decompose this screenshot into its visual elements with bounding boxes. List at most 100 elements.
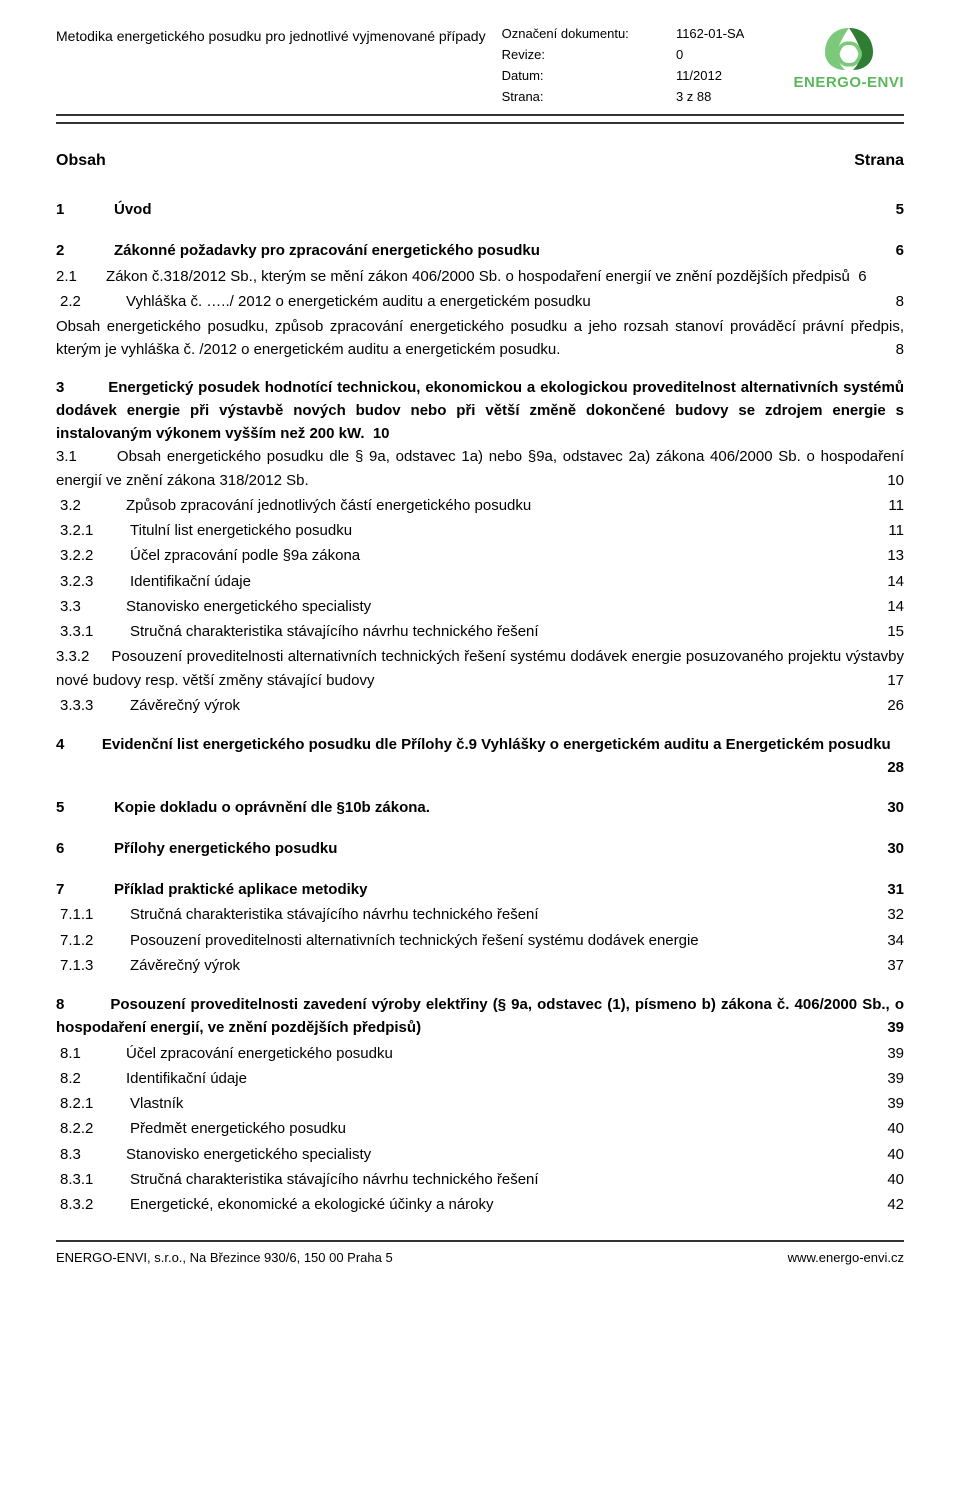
meta-value-strana: 3 z 88 bbox=[676, 89, 778, 104]
toc-page: 13 bbox=[874, 544, 904, 567]
toc-page: 40 bbox=[874, 1168, 904, 1191]
toc: 1 Úvod 5 2 Zákonné požadavky pro zpracov… bbox=[56, 198, 904, 1216]
toc-num: 8.3.1 bbox=[56, 1168, 116, 1191]
toc-num: 1 bbox=[56, 198, 100, 221]
toc-text: Vyhláška č. …../ 2012 o energetickém aud… bbox=[126, 290, 860, 313]
toc-entry: 3.2.2 Účel zpracování podle §9a zákona 1… bbox=[56, 544, 904, 567]
toc-page: 30 bbox=[874, 837, 904, 860]
toc-text: Závěrečný výrok bbox=[130, 954, 860, 977]
toc-entry: 2 Zákonné požadavky pro zpracování energ… bbox=[56, 239, 904, 262]
page-header: Metodika energetického posudku pro jedno… bbox=[56, 24, 904, 104]
toc-num: 7.1.2 bbox=[56, 929, 116, 952]
meta-value-revize: 0 bbox=[676, 47, 778, 62]
toc-entry: 8.2 Identifikační údaje 39 bbox=[56, 1067, 904, 1090]
toc-num: 3.2 bbox=[56, 494, 112, 517]
toc-text: Kopie dokladu o oprávnění dle §10b zákon… bbox=[114, 796, 860, 819]
footer-left: ENERGO-ENVI, s.r.o., Na Březince 930/6, … bbox=[56, 1250, 393, 1265]
toc-text: Účel zpracování energetického posudku bbox=[126, 1042, 860, 1065]
toc-entry: 7.1.1 Stručná charakteristika stávajícíh… bbox=[56, 903, 904, 926]
toc-text: Stručná charakteristika stávajícího návr… bbox=[130, 1168, 860, 1191]
toc-num: 3.3.3 bbox=[56, 694, 116, 717]
toc-entry-wrapped: 3 Energetický posudek hodnotící technick… bbox=[56, 376, 904, 446]
toc-entry: 7.1.3 Závěrečný výrok 37 bbox=[56, 954, 904, 977]
toc-text: Evidenční list energetického posudku dle… bbox=[102, 736, 891, 753]
toc-entry-wrapped: 3.1 Obsah energetického posudku dle § 9a… bbox=[56, 445, 904, 492]
toc-entry: 3.2.3 Identifikační údaje 14 bbox=[56, 570, 904, 593]
toc-entry: 8.1 Účel zpracování energetického posudk… bbox=[56, 1042, 904, 1065]
toc-page: 34 bbox=[874, 929, 904, 952]
toc-text: Stanovisko energetického specialisty bbox=[126, 595, 860, 618]
toc-entry: 3.3.1 Stručná charakteristika stávajícíh… bbox=[56, 620, 904, 643]
toc-num: 3.3 bbox=[56, 595, 112, 618]
toc-num: 3 bbox=[56, 379, 64, 396]
toc-text: Energetický posudek hodnotící technickou… bbox=[56, 379, 904, 443]
toc-num: 3.2.3 bbox=[56, 570, 116, 593]
toc-text: Zákonné požadavky pro zpracování energet… bbox=[114, 239, 860, 262]
toc-num: 2.1 bbox=[56, 268, 77, 285]
toc-page: 39 bbox=[874, 1042, 904, 1065]
toc-page: 37 bbox=[874, 954, 904, 977]
toc-num: 8.1 bbox=[56, 1042, 112, 1065]
toc-num: 8 bbox=[56, 996, 64, 1013]
toc-text: Přílohy energetického posudku bbox=[114, 837, 860, 860]
meta-label-strana: Strana: bbox=[502, 89, 662, 104]
toc-num: 3.2.1 bbox=[56, 519, 116, 542]
toc-page: 39 bbox=[887, 1016, 904, 1039]
toc-page: 32 bbox=[874, 903, 904, 926]
toc-text: Vlastník bbox=[130, 1092, 860, 1115]
toc-page: 42 bbox=[874, 1193, 904, 1216]
brand-name: ENERGO-ENVI bbox=[793, 74, 904, 91]
toc-page: 14 bbox=[874, 595, 904, 618]
toc-num: 7 bbox=[56, 878, 100, 901]
footer-right: www.energo-envi.cz bbox=[788, 1250, 904, 1265]
doc-title: Metodika energetického posudku pro jedno… bbox=[56, 24, 486, 44]
toc-page: 8 bbox=[874, 290, 904, 313]
toc-text: Závěrečný výrok bbox=[130, 694, 860, 717]
toc-text: Posouzení proveditelnosti alternativních… bbox=[56, 648, 904, 688]
meta-label-oznaceni: Označení dokumentu: bbox=[502, 26, 662, 41]
meta-label-datum: Datum: bbox=[502, 68, 662, 83]
toc-page: 14 bbox=[874, 570, 904, 593]
toc-entry: 2.2 Vyhláška č. …../ 2012 o energetickém… bbox=[56, 290, 904, 313]
toc-page: 6 bbox=[858, 268, 866, 285]
toc-text: Titulní list energetického posudku bbox=[130, 519, 860, 542]
toc-num: 3.3.1 bbox=[56, 620, 116, 643]
toc-num: 3.1 bbox=[56, 448, 77, 465]
toc-page: 6 bbox=[874, 239, 904, 262]
toc-page: 30 bbox=[874, 796, 904, 819]
toc-entry-wrapped: 3.3.2 Posouzení proveditelnosti alternat… bbox=[56, 645, 904, 692]
toc-page: 10 bbox=[373, 425, 390, 442]
page-footer: ENERGO-ENVI, s.r.o., Na Březince 930/6, … bbox=[56, 1240, 904, 1265]
toc-num: 6 bbox=[56, 837, 100, 860]
brand-logo-block: ENERGO-ENVI bbox=[793, 24, 904, 91]
page: Metodika energetického posudku pro jedno… bbox=[0, 0, 960, 1285]
toc-text: Posouzení proveditelnosti zavedení výrob… bbox=[56, 996, 904, 1036]
toc-text: Stručná charakteristika stávajícího návr… bbox=[130, 620, 860, 643]
toc-num: 8.3.2 bbox=[56, 1193, 116, 1216]
toc-page: 39 bbox=[874, 1092, 904, 1115]
toc-text: Účel zpracování podle §9a zákona bbox=[130, 544, 860, 567]
toc-text: Energetické, ekonomické a ekologické úči… bbox=[130, 1193, 860, 1216]
toc-entry: 8.3.2 Energetické, ekonomické a ekologic… bbox=[56, 1193, 904, 1216]
meta-label-revize: Revize: bbox=[502, 47, 662, 62]
toc-text: Obsah energetického posudku dle § 9a, od… bbox=[56, 448, 904, 488]
toc-num: 8.2.1 bbox=[56, 1092, 116, 1115]
toc-num: 4 bbox=[56, 736, 64, 753]
toc-entry: 3.3 Stanovisko energetického specialisty… bbox=[56, 595, 904, 618]
toc-entry: 7 Příklad praktické aplikace metodiky 31 bbox=[56, 878, 904, 901]
toc-entry: 5 Kopie dokladu o oprávnění dle §10b zák… bbox=[56, 796, 904, 819]
toc-page: 10 bbox=[887, 469, 904, 492]
toc-text: Úvod bbox=[114, 198, 860, 221]
toc-num: 8.3 bbox=[56, 1143, 112, 1166]
toc-page: 5 bbox=[874, 198, 904, 221]
toc-num: 3.3.2 bbox=[56, 648, 89, 665]
toc-text: Stanovisko energetického specialisty bbox=[126, 1143, 860, 1166]
toc-text: Posouzení proveditelnosti alternativních… bbox=[130, 929, 860, 952]
toc-text: Zákon č.318/2012 Sb., kterým se mění zák… bbox=[106, 268, 850, 285]
toc-heading-left: Obsah bbox=[56, 152, 106, 170]
header-rule-top bbox=[56, 114, 904, 116]
toc-page: 17 bbox=[887, 669, 904, 692]
toc-num: 3.2.2 bbox=[56, 544, 116, 567]
toc-entry: 8.3.1 Stručná charakteristika stávajícíh… bbox=[56, 1168, 904, 1191]
toc-entry: 3.2 Způsob zpracování jednotlivých částí… bbox=[56, 494, 904, 517]
